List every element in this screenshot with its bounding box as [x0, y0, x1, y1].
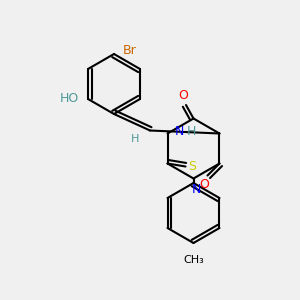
Text: O: O: [178, 89, 188, 102]
Text: N: N: [192, 183, 201, 196]
Text: S: S: [188, 160, 196, 173]
Text: H: H: [131, 134, 140, 143]
Text: H: H: [187, 125, 196, 139]
Text: Br: Br: [123, 44, 137, 58]
Text: CH₃: CH₃: [183, 255, 204, 265]
Text: HO: HO: [60, 92, 79, 106]
Text: N: N: [175, 125, 184, 139]
Text: O: O: [200, 178, 209, 191]
